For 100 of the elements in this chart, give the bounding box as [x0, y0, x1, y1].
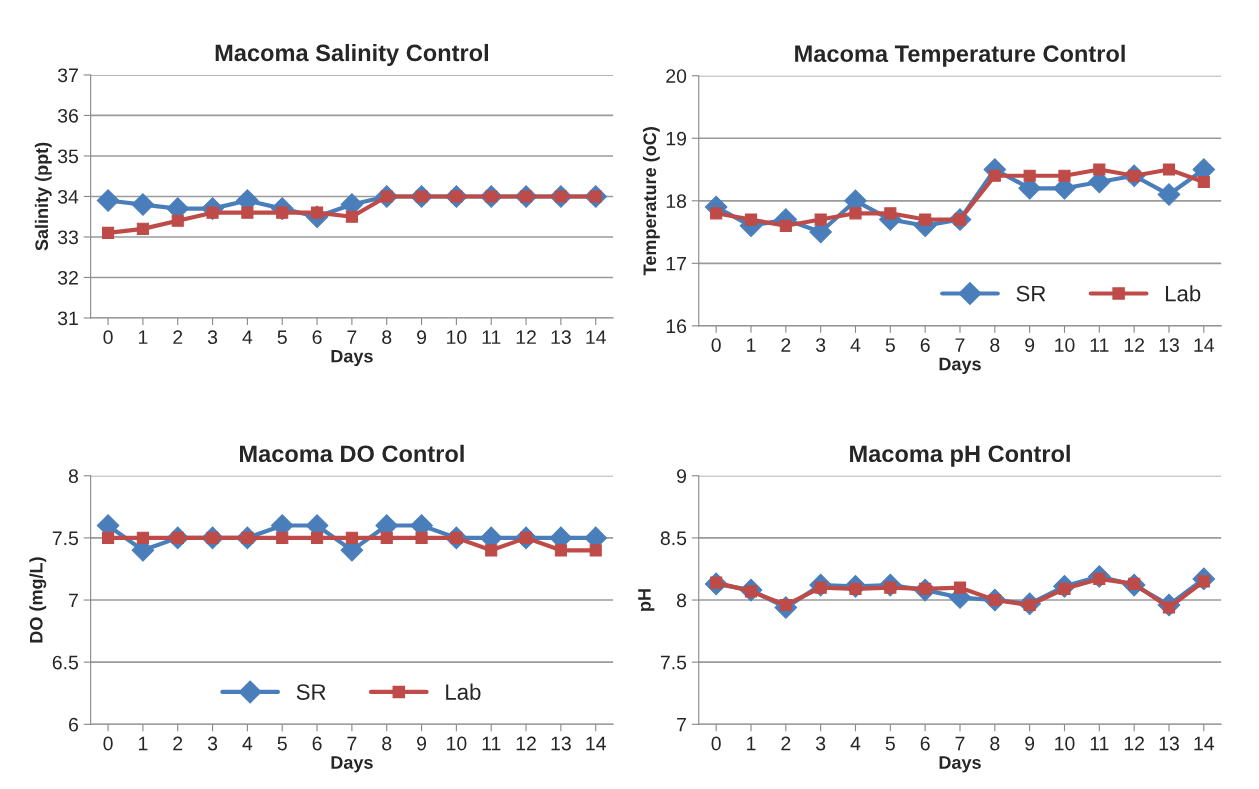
x-tick-label: 7 — [955, 736, 965, 751]
y-tick-label: 7 — [69, 593, 78, 608]
legend-label: SR — [296, 684, 326, 700]
y-tick-label: 7.5 — [52, 531, 79, 546]
x-tick-label: 0 — [711, 338, 721, 352]
x-tick-label: 8 — [990, 338, 1000, 352]
point — [345, 210, 358, 223]
point — [1197, 175, 1210, 189]
x-tick-label: 10 — [447, 736, 467, 751]
point — [814, 213, 827, 226]
x-tick-label: 0 — [103, 330, 113, 345]
y-tick-label: 33 — [57, 230, 78, 245]
x-tick-label: 13 — [551, 736, 571, 751]
y-tick-label: 19 — [666, 131, 687, 146]
point — [101, 226, 115, 239]
point — [988, 169, 1001, 182]
x-tick-label: 4 — [850, 736, 861, 751]
point — [884, 207, 897, 220]
x-tick-label: 1 — [138, 330, 148, 344]
x-axis-title: Days — [939, 357, 981, 375]
x-tick-label: 13 — [551, 330, 571, 345]
point — [1162, 163, 1176, 176]
point — [589, 544, 602, 557]
point — [710, 207, 723, 220]
x-tick-label: 8 — [382, 330, 392, 345]
y-tick-label: 7.5 — [660, 655, 687, 670]
x-tick-label: 11 — [1090, 736, 1109, 751]
x-tick-label: 2 — [173, 736, 183, 751]
x-tick-label: 3 — [815, 736, 826, 751]
x-tick-label: 9 — [1025, 338, 1035, 352]
x-tick-label: 11 — [1090, 338, 1109, 352]
x-tick-label: 7 — [347, 330, 357, 344]
x-axis-title: Days — [939, 756, 981, 773]
point — [1093, 163, 1106, 176]
x-tick-label: 4 — [242, 330, 253, 344]
x-tick-label: 11 — [482, 330, 501, 344]
x-tick-label: 7 — [955, 338, 965, 352]
x-tick-label: 9 — [417, 330, 427, 345]
point — [1157, 183, 1181, 206]
x-tick-label: 9 — [1025, 736, 1035, 751]
point — [101, 531, 115, 544]
x-tick-label: 8 — [382, 736, 392, 751]
legend-label: Lab — [446, 683, 481, 700]
point — [485, 544, 498, 557]
x-tick-label: 6 — [312, 330, 322, 345]
x-tick-label: 0 — [103, 736, 113, 751]
x-tick-label: 2 — [781, 736, 791, 751]
y-axis-title: Temperature (oC) — [642, 127, 660, 276]
y-tick-label: 7 — [677, 717, 686, 732]
y-axis-title: pH — [638, 589, 655, 611]
x-tick-label: 7 — [347, 736, 357, 751]
x-tick-label: 12 — [1124, 736, 1144, 751]
x-tick-label: 3 — [815, 338, 826, 352]
point — [136, 531, 149, 544]
point — [953, 581, 967, 594]
point — [96, 189, 120, 212]
x-tick-label: 12 — [1124, 338, 1144, 352]
x-tick-label: 5 — [885, 736, 895, 751]
x-tick-label: 5 — [277, 330, 287, 345]
y-tick-label: 6.5 — [52, 655, 79, 670]
point — [415, 531, 428, 544]
x-tick-label: 12 — [516, 736, 536, 751]
x-tick-label: 1 — [138, 736, 148, 751]
x-tick-label: 6 — [312, 736, 322, 751]
y-tick-label: 32 — [57, 270, 78, 285]
y-tick-label: 8 — [676, 593, 687, 608]
y-tick-label: 35 — [57, 149, 79, 164]
y-axis-title: Salinity (ppt) — [34, 142, 52, 251]
point — [744, 213, 758, 226]
x-tick-label: 14 — [586, 330, 606, 344]
x-tick-label: 2 — [781, 338, 791, 352]
point — [345, 531, 358, 544]
x-tick-label: 2 — [173, 330, 183, 344]
legend-label: Lab — [1165, 285, 1201, 302]
point — [1058, 169, 1071, 182]
x-tick-label: 12 — [516, 330, 536, 344]
y-tick-label: 36 — [57, 108, 78, 123]
y-tick-label: 16 — [666, 319, 687, 334]
x-tick-label: 10 — [1055, 736, 1075, 751]
y-tick-label: 31 — [57, 311, 78, 326]
x-tick-label: 1 — [747, 736, 756, 751]
x-tick-label: 10 — [1055, 338, 1075, 352]
y-tick-label: 18 — [666, 194, 687, 209]
x-tick-label: 11 — [482, 736, 501, 751]
x-tick-label: 6 — [920, 338, 930, 352]
x-tick-label: 3 — [207, 736, 218, 751]
x-tick-label: 0 — [711, 736, 721, 751]
x-tick-label: 14 — [586, 736, 606, 751]
x-tick-label: 13 — [1159, 338, 1179, 352]
chart-title: Macoma pH Control — [850, 444, 1070, 467]
y-tick-label: 20 — [666, 69, 687, 83]
y-tick-label: 8 — [68, 469, 78, 483]
x-tick-label: 3 — [207, 330, 218, 345]
legend-label: SR — [1016, 285, 1046, 302]
point — [276, 531, 289, 544]
x-tick-label: 1 — [747, 338, 756, 352]
y-tick-label: 9 — [677, 469, 687, 483]
y-tick-label: 6 — [69, 717, 78, 732]
x-tick-label: 8 — [990, 736, 1000, 751]
y-axis-title: DO (mg/L) — [29, 557, 47, 643]
